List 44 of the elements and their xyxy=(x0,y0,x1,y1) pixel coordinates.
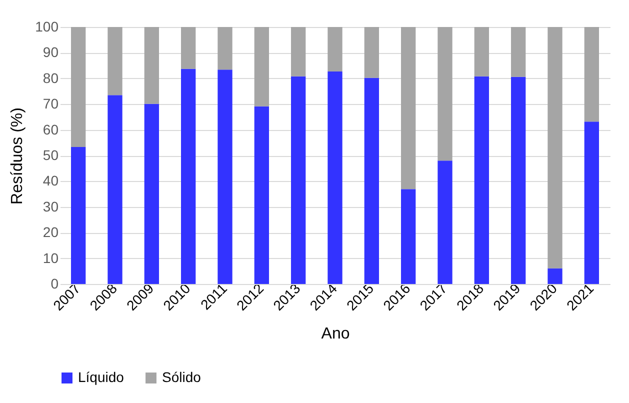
bar xyxy=(474,27,489,76)
y-tick-label: 40 xyxy=(42,172,59,189)
y-tick-label: 70 xyxy=(42,96,59,112)
bar xyxy=(291,76,306,284)
y-tick-label: 20 xyxy=(42,224,59,240)
bar xyxy=(108,27,122,96)
bar xyxy=(584,27,599,122)
y-tick-label: 100 xyxy=(35,18,59,34)
bar xyxy=(71,147,86,284)
bar xyxy=(71,27,86,148)
y-tick-label: 60 xyxy=(42,121,59,138)
bar xyxy=(438,27,452,161)
bar xyxy=(144,27,159,104)
bar xyxy=(181,68,196,284)
bar xyxy=(328,71,342,284)
bar xyxy=(218,70,232,284)
y-tick-label: 10 xyxy=(42,250,59,266)
y-tick-label: 90 xyxy=(42,44,59,60)
y-tick-label: 80 xyxy=(42,70,59,86)
bar xyxy=(364,78,379,284)
bar xyxy=(511,27,526,77)
bar xyxy=(511,76,526,284)
x-axis-title: Ano xyxy=(321,325,350,342)
bar xyxy=(584,122,599,284)
legend-label: Sólido xyxy=(162,369,202,385)
y-tick-label: 50 xyxy=(42,147,59,163)
bar xyxy=(401,189,416,284)
bar xyxy=(254,106,269,284)
bar xyxy=(328,27,342,72)
bar xyxy=(548,268,562,284)
bar xyxy=(474,76,489,284)
y-tick-label: 30 xyxy=(42,198,59,214)
bar xyxy=(548,27,562,268)
bar xyxy=(438,160,452,284)
bar xyxy=(108,95,122,284)
y-axis-title: Resíduos (%) xyxy=(9,108,26,204)
legend-label: Líquido xyxy=(78,369,124,385)
bar xyxy=(364,27,379,78)
bar xyxy=(254,27,269,106)
bar xyxy=(218,27,232,70)
bar xyxy=(144,104,159,284)
bar xyxy=(291,27,306,76)
bar xyxy=(181,27,196,69)
bar xyxy=(401,27,416,190)
